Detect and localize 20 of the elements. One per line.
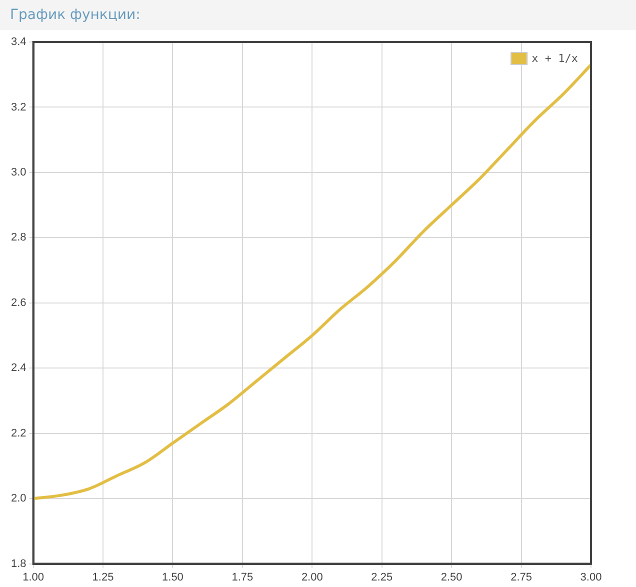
x-tick-label: 2.00 bbox=[301, 571, 323, 584]
y-tick-label: 2.8 bbox=[10, 232, 26, 244]
x-tick-label: 3.00 bbox=[580, 571, 602, 584]
x-tick-label: 1.25 bbox=[92, 571, 114, 584]
chart-title: График функции: bbox=[0, 0, 636, 30]
x-tick-label: 1.75 bbox=[232, 571, 254, 584]
y-tick-label: 2.6 bbox=[10, 296, 26, 309]
y-tick-label: 3.4 bbox=[10, 36, 26, 48]
x-tick-label: 1.00 bbox=[22, 571, 44, 584]
y-tick-label: 2.0 bbox=[10, 492, 26, 505]
y-tick-label: 2.2 bbox=[10, 427, 26, 440]
y-tick-label: 1.8 bbox=[10, 558, 26, 570]
x-tick-label: 2.50 bbox=[440, 571, 462, 584]
x-tick-label: 2.75 bbox=[510, 571, 532, 584]
x-tick-label: 1.50 bbox=[162, 571, 184, 584]
x-tick-label: 2.25 bbox=[371, 571, 393, 584]
y-tick-label: 3.2 bbox=[10, 101, 26, 114]
legend-label: x + 1/x bbox=[532, 52, 578, 65]
y-tick-label: 3.0 bbox=[10, 166, 26, 178]
y-tick-label: 2.4 bbox=[10, 362, 26, 374]
